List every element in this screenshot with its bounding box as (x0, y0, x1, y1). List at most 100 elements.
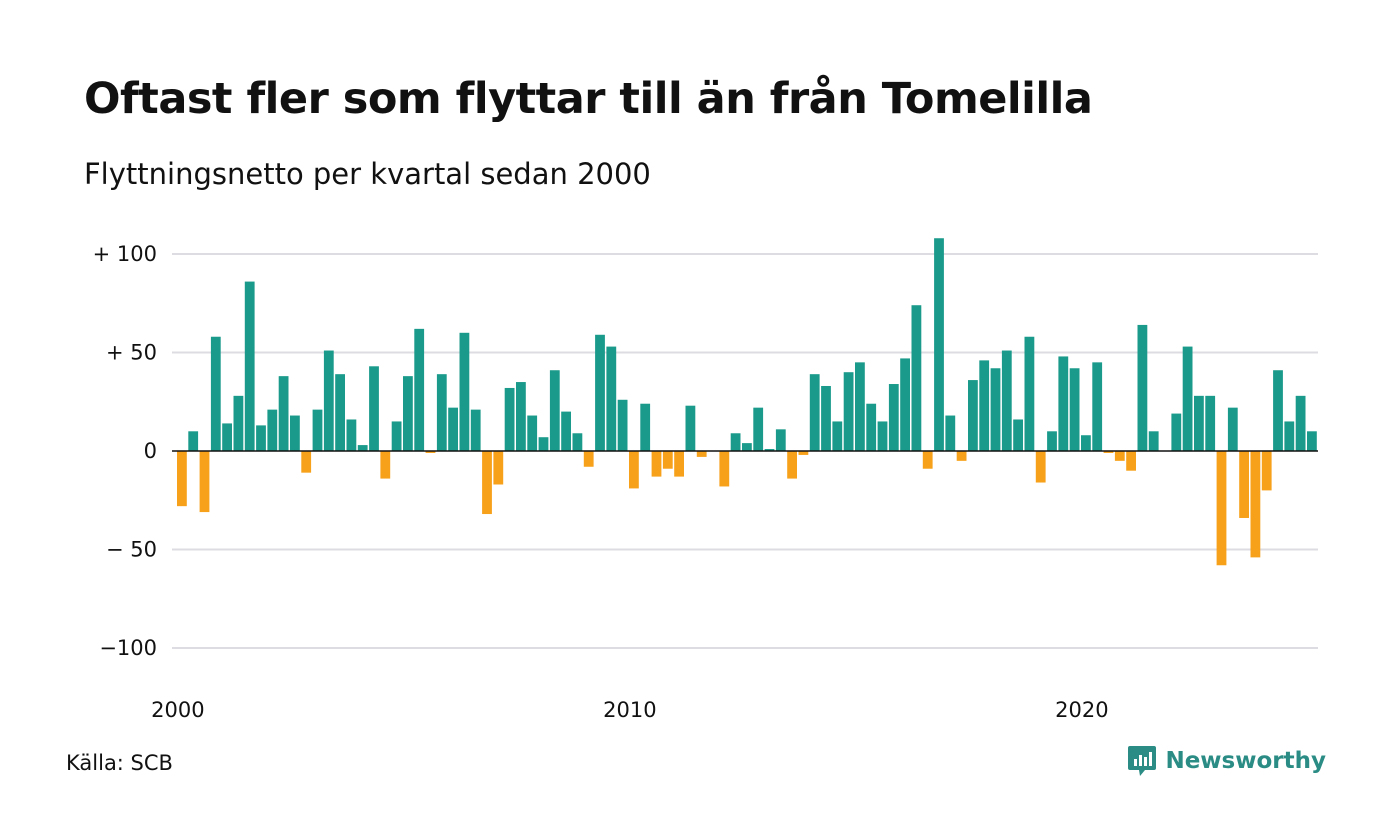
bar (346, 419, 357, 451)
bar (572, 433, 583, 451)
bar (629, 451, 639, 489)
bar (244, 281, 255, 451)
bar (199, 451, 210, 513)
bar (414, 328, 425, 451)
bar (775, 429, 786, 451)
bar (527, 415, 538, 451)
bar (1092, 362, 1103, 451)
bar (719, 451, 730, 487)
bar (1227, 407, 1238, 451)
bar (403, 376, 413, 451)
bar (323, 350, 334, 451)
brand-name: Newsworthy (1165, 748, 1326, 774)
bar (1148, 431, 1159, 451)
bar (290, 415, 300, 451)
bar (1295, 395, 1306, 451)
chart-title: Oftast fler som flyttar till än från Tom… (84, 74, 1093, 124)
bar (549, 370, 560, 451)
bar (832, 421, 843, 451)
x-tick-label: 2000 (151, 698, 204, 722)
bar (493, 451, 504, 485)
y-axis: + 100 + 50 0 − 50 −100 (93, 242, 157, 660)
chart-subtitle: Flyttningsnetto per kvartal sedan 2000 (84, 157, 651, 191)
bar (210, 336, 221, 451)
bar (482, 451, 492, 515)
bar (267, 409, 278, 451)
bar (1284, 421, 1295, 451)
bar (1081, 435, 1091, 451)
bar (1126, 451, 1136, 471)
bar (538, 437, 549, 451)
x-axis: 2000 2010 2020 (151, 698, 1108, 722)
bar (606, 346, 617, 451)
bar (1024, 336, 1035, 451)
bar (504, 387, 515, 451)
bar (583, 451, 594, 467)
bar (753, 407, 764, 451)
bar (956, 451, 967, 461)
bar (1103, 451, 1114, 453)
bar (1171, 413, 1182, 451)
bar (177, 451, 187, 507)
bar (233, 395, 244, 451)
bar (448, 407, 458, 451)
source-note: Källa: SCB (66, 751, 173, 775)
bar (764, 449, 775, 451)
bar (855, 362, 865, 451)
bar (877, 421, 888, 451)
bar (685, 405, 696, 451)
x-tick-label: 2010 (603, 698, 656, 722)
bar (617, 399, 628, 451)
bar (651, 451, 662, 477)
bar (561, 411, 571, 451)
bar (1273, 370, 1283, 451)
gridlines (172, 253, 1318, 649)
y-tick-label: + 50 (106, 341, 157, 365)
bar (222, 423, 232, 451)
bar (674, 451, 684, 477)
bar (662, 451, 673, 469)
bar (809, 374, 820, 451)
y-tick-label: −100 (99, 636, 157, 660)
bar (1205, 395, 1216, 451)
bar-chart: + 100 + 50 0 − 50 −100 2000 2010 2020 (93, 238, 1318, 722)
bar (787, 451, 797, 479)
bar (357, 445, 368, 451)
bar (595, 334, 605, 451)
bar (1013, 419, 1023, 451)
bar (1239, 451, 1249, 518)
bar (391, 421, 402, 451)
bar (968, 380, 978, 451)
bar (256, 425, 266, 451)
bar (1035, 451, 1046, 483)
y-tick-label: 0 (144, 439, 157, 463)
bar (1058, 356, 1069, 451)
bar (1047, 431, 1057, 451)
bar (312, 409, 323, 451)
x-tick-label: 2020 (1055, 698, 1108, 722)
bar (798, 451, 809, 455)
bar (843, 372, 854, 451)
bar (821, 385, 831, 451)
bar (900, 358, 910, 451)
bar (459, 332, 470, 451)
bar (990, 368, 1001, 451)
bar (301, 451, 312, 473)
bar (1216, 451, 1227, 566)
bar (742, 443, 752, 451)
bar (1001, 350, 1012, 451)
brand-logo[interactable]: Newsworthy (1127, 744, 1326, 778)
bar (1069, 368, 1080, 451)
bar (979, 360, 990, 451)
bar (1137, 324, 1148, 451)
y-tick-label: + 100 (93, 242, 157, 266)
newsworthy-logo-icon (1128, 746, 1157, 776)
bar (730, 433, 741, 451)
bar (278, 376, 289, 451)
bar (922, 451, 933, 469)
bar (934, 238, 944, 451)
bar (1194, 395, 1204, 451)
bar (945, 415, 956, 451)
bar (369, 366, 379, 451)
bar (425, 451, 436, 453)
